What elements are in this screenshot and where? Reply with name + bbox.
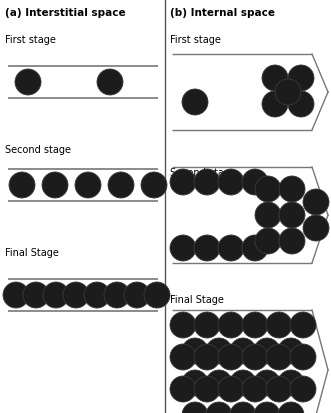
Text: Final Stage: Final Stage [170,295,224,305]
Circle shape [218,376,244,402]
Circle shape [266,376,292,402]
Text: (b) Internal space: (b) Internal space [170,8,275,18]
Circle shape [182,402,208,413]
Circle shape [194,235,220,261]
Circle shape [182,370,208,396]
Circle shape [42,172,68,198]
Circle shape [170,169,196,195]
Circle shape [124,282,150,308]
Circle shape [242,312,268,338]
Circle shape [9,172,35,198]
Circle shape [170,344,196,370]
Text: Second stage: Second stage [170,168,236,178]
Text: First stage: First stage [170,35,221,45]
Circle shape [206,370,232,396]
Circle shape [23,282,49,308]
Circle shape [266,312,292,338]
Circle shape [75,172,101,198]
Circle shape [242,169,268,195]
Circle shape [255,228,281,254]
Circle shape [266,344,292,370]
Circle shape [303,215,329,241]
Circle shape [230,370,256,396]
Circle shape [290,344,316,370]
Circle shape [254,338,280,364]
Circle shape [108,172,134,198]
Circle shape [84,282,110,308]
Circle shape [290,312,316,338]
Circle shape [288,65,314,91]
Circle shape [194,169,220,195]
Circle shape [97,69,123,95]
Circle shape [144,282,170,308]
Circle shape [194,312,220,338]
Circle shape [43,282,69,308]
Circle shape [230,402,256,413]
Circle shape [170,312,196,338]
Circle shape [262,91,288,117]
Circle shape [242,344,268,370]
Circle shape [63,282,89,308]
Circle shape [288,91,314,117]
Circle shape [279,202,305,228]
Circle shape [255,176,281,202]
Circle shape [15,69,41,95]
Circle shape [255,202,281,228]
Circle shape [194,376,220,402]
Circle shape [303,189,329,215]
Circle shape [170,235,196,261]
Text: First stage: First stage [5,35,56,45]
Circle shape [194,344,220,370]
Circle shape [254,370,280,396]
Circle shape [275,79,301,105]
Circle shape [254,402,280,413]
Circle shape [278,402,304,413]
Circle shape [279,228,305,254]
Circle shape [3,282,29,308]
Text: Final Stage: Final Stage [5,248,59,258]
Circle shape [206,402,232,413]
Circle shape [218,235,244,261]
Circle shape [242,235,268,261]
Circle shape [218,312,244,338]
Circle shape [230,338,256,364]
Circle shape [170,376,196,402]
Circle shape [262,65,288,91]
Circle shape [278,370,304,396]
Circle shape [182,338,208,364]
Circle shape [242,376,268,402]
Circle shape [104,282,130,308]
Circle shape [206,338,232,364]
Circle shape [218,344,244,370]
Text: (a) Interstitial space: (a) Interstitial space [5,8,126,18]
Circle shape [290,376,316,402]
Circle shape [278,338,304,364]
Circle shape [279,176,305,202]
Circle shape [141,172,167,198]
Text: Second stage: Second stage [5,145,71,155]
Circle shape [182,89,208,115]
Circle shape [218,169,244,195]
